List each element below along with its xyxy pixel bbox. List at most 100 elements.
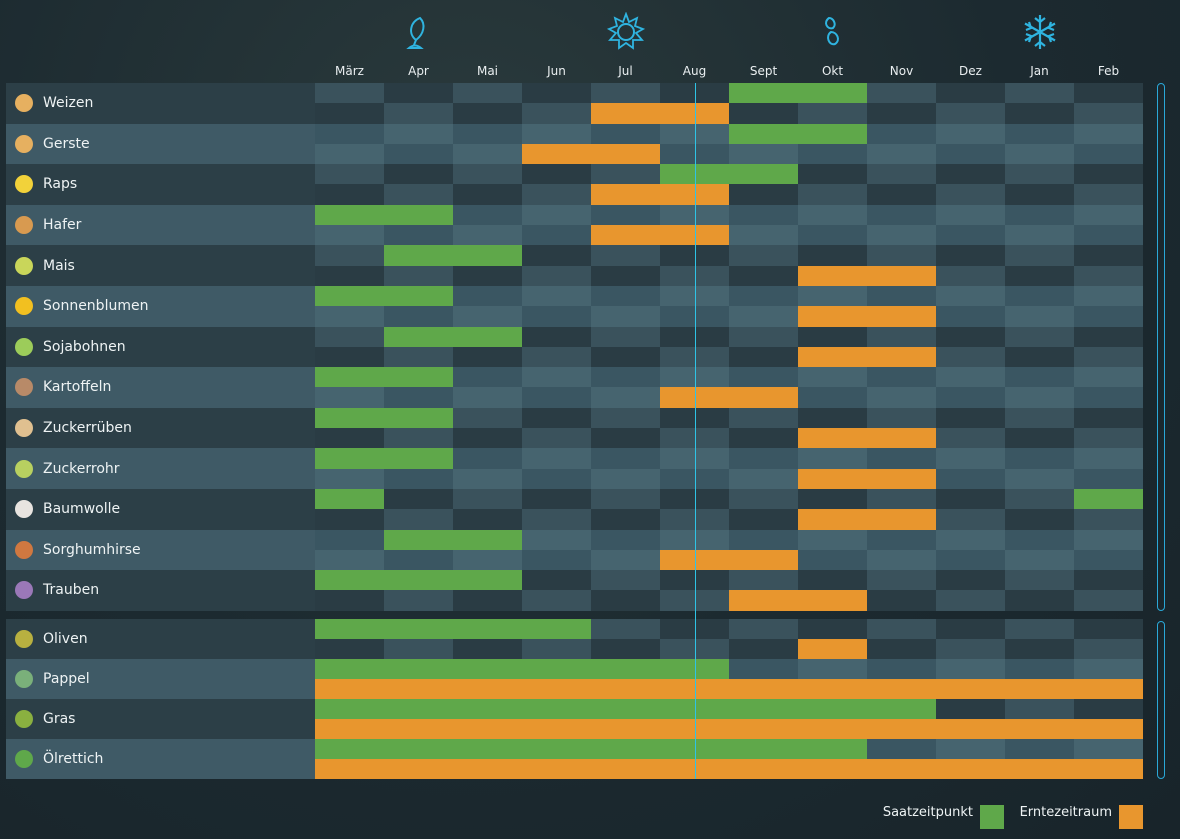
crop-row-kartoffeln[interactable]: Kartoffeln xyxy=(6,367,1144,408)
calendar-cell xyxy=(522,407,591,429)
calendar-cell xyxy=(936,659,1005,679)
calendar-cell xyxy=(384,123,453,144)
crop-row-raps[interactable]: Raps xyxy=(6,164,1144,205)
crop-name: Sonnenblumen xyxy=(43,298,149,315)
crop-row-sonnenblumen[interactable]: Sonnenblumen xyxy=(6,286,1144,327)
harvest-period-bar xyxy=(729,759,798,779)
perennials-scrollbar[interactable] xyxy=(1157,621,1165,779)
crop-label: Hafer xyxy=(6,204,315,246)
crop-label: Zuckerrüben xyxy=(6,407,315,449)
calendar-cell xyxy=(522,529,591,550)
calendar-cell xyxy=(729,407,798,429)
calendar-cell xyxy=(729,509,798,530)
legend-sow-label: Saatzeitpunkt xyxy=(882,805,973,820)
corn-icon xyxy=(15,256,33,275)
calendar-cell xyxy=(867,659,936,679)
sow-period-bar xyxy=(522,659,591,679)
snowflake-icon xyxy=(1024,15,1056,49)
calendar-cell xyxy=(798,245,867,266)
harvest-period-bar xyxy=(591,225,660,246)
crop-row-mais[interactable]: Mais xyxy=(6,245,1144,286)
crop-row-zuckerrüben[interactable]: Zuckerrüben xyxy=(6,407,1144,449)
calendar-cell xyxy=(936,489,1005,510)
calendar-cell xyxy=(936,286,1005,307)
calendar-cell xyxy=(660,367,729,388)
calendar-cell xyxy=(1005,225,1074,246)
crop-row-sojabohnen[interactable]: Sojabohnen xyxy=(6,326,1144,368)
month-label: März xyxy=(335,64,364,78)
legend-sow-swatch xyxy=(980,805,1004,829)
calendar-cell xyxy=(522,346,591,368)
calendar-cell xyxy=(591,346,660,368)
calendar-cell xyxy=(798,326,867,347)
sow-period-bar xyxy=(798,83,867,104)
sunflower-icon xyxy=(15,297,33,316)
harvest-period-bar xyxy=(798,719,867,739)
calendar-cell xyxy=(453,306,522,327)
calendar-cell xyxy=(522,184,591,205)
harvest-period-bar xyxy=(522,719,591,739)
crop-row-pappel[interactable]: Pappel xyxy=(6,659,1144,699)
harvest-period-bar xyxy=(936,719,1005,739)
calendar-cell xyxy=(867,590,936,611)
sun-icon xyxy=(606,12,646,50)
crop-label: Weizen xyxy=(6,83,315,124)
calendar-cell xyxy=(936,326,1005,347)
calendar-cell xyxy=(1074,204,1143,226)
calendar-cell xyxy=(729,225,798,246)
crop-row-zuckerrohr[interactable]: Zuckerrohr xyxy=(6,448,1144,489)
calendar-cell xyxy=(660,265,729,286)
sow-period-bar xyxy=(384,570,453,591)
sow-period-bar xyxy=(315,699,384,719)
poplar-icon xyxy=(15,670,33,688)
calendar-cell xyxy=(729,346,798,368)
calendar-cell xyxy=(867,164,936,185)
harvest-period-bar xyxy=(660,679,729,699)
calendar-cell xyxy=(729,448,798,469)
harvest-period-bar xyxy=(522,759,591,779)
calendar-cell xyxy=(660,590,729,611)
crop-row-gras[interactable]: Gras xyxy=(6,699,1144,739)
harvest-period-bar xyxy=(798,679,867,699)
calendar-cell xyxy=(936,509,1005,530)
sow-period-bar xyxy=(729,123,798,144)
calendar-cell xyxy=(591,590,660,611)
crop-row-oliven[interactable]: Oliven xyxy=(6,619,1144,659)
crop-row-weizen[interactable]: Weizen xyxy=(6,83,1144,124)
calendar-cell xyxy=(591,570,660,591)
calendar-cell xyxy=(867,204,936,226)
calendar-cell xyxy=(1074,387,1143,408)
cotton-icon xyxy=(15,500,33,519)
harvest-period-bar xyxy=(591,719,660,739)
harvest-period-bar xyxy=(798,590,867,611)
crop-row-trauben[interactable]: Trauben xyxy=(6,570,1144,611)
calendar-cell xyxy=(936,83,1005,104)
crop-row-gerste[interactable]: Gerste xyxy=(6,123,1144,165)
crop-row-baumwolle[interactable]: Baumwolle xyxy=(6,489,1144,530)
harvest-period-bar xyxy=(591,679,660,699)
calendar-cell xyxy=(384,387,453,408)
calendar-cell xyxy=(660,407,729,429)
calendar-cell xyxy=(1074,570,1143,591)
crop-row-hafer[interactable]: Hafer xyxy=(6,204,1144,246)
calendar-cell xyxy=(522,448,591,469)
calendar-cell xyxy=(384,639,453,659)
calendar-cell xyxy=(1005,164,1074,185)
calendar-cell xyxy=(522,387,591,408)
calendar-cell xyxy=(591,448,660,469)
calendar-cell xyxy=(660,448,729,469)
calendar-cell xyxy=(384,509,453,530)
calendar-cell xyxy=(591,306,660,327)
calendar-cell xyxy=(660,529,729,550)
sow-period-bar xyxy=(453,245,522,266)
crop-row-sorghumhirse[interactable]: Sorghumhirse xyxy=(6,529,1144,571)
calendar-cell xyxy=(591,387,660,408)
calendar-cell xyxy=(729,326,798,347)
crops-scrollbar[interactable] xyxy=(1157,83,1165,611)
calendar-cell xyxy=(591,509,660,530)
calendar-cell xyxy=(522,204,591,226)
crop-name: Kartoffeln xyxy=(43,379,112,396)
crop-label: Pappel xyxy=(6,659,315,699)
crop-row-ölrettich[interactable]: Ölrettich xyxy=(6,739,1144,779)
harvest-period-bar xyxy=(660,719,729,739)
